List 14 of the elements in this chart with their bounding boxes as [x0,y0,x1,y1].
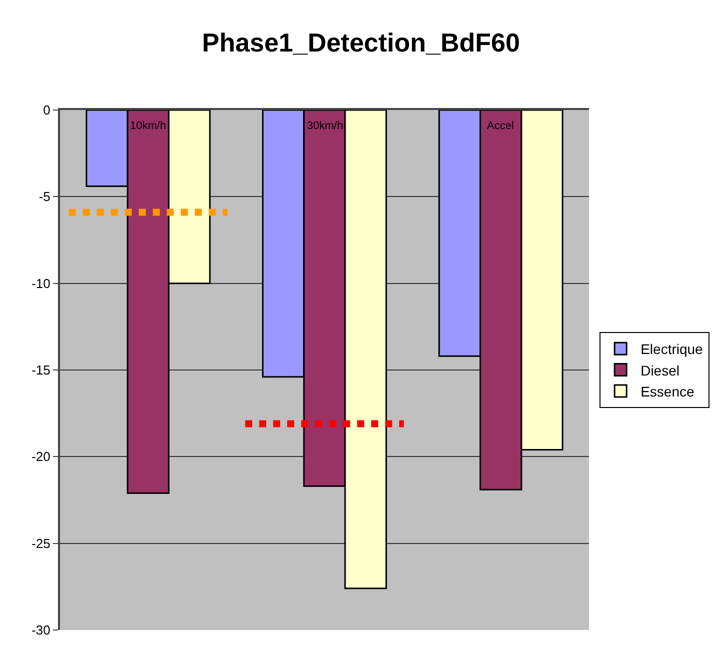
legend-label: Electrique [640,341,704,358]
x-tick-label: 30km/h [307,120,344,132]
y-tick-label: -30 [32,622,50,638]
legend-label: Diesel [640,362,680,378]
y-tick-label: -20 [32,449,50,464]
x-tick-label: 10km/h [130,120,166,132]
legend-label: Essence [640,383,694,400]
y-tick-label: -10 [32,276,50,291]
y-tick-label: 0 [43,102,50,118]
y-tick-label: -15 [32,362,50,378]
y-tick-label: -5 [38,189,50,204]
chart-title: Phase1_Detection_BdF60 [202,28,520,58]
x-tick-label: Accel [487,120,514,132]
y-tick-label: -25 [32,536,50,551]
